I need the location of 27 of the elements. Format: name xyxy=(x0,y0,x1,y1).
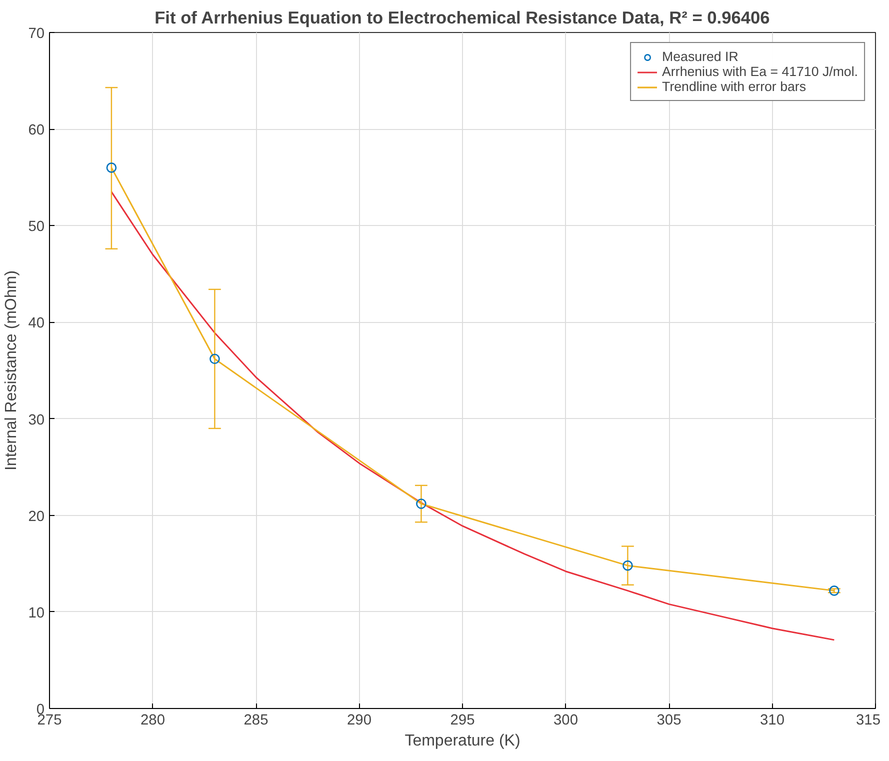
y-tick-label: 50 xyxy=(28,219,45,236)
point xyxy=(622,560,633,571)
x-tick-label: 300 xyxy=(554,712,578,728)
y-tick-label: 10 xyxy=(28,605,45,622)
point xyxy=(416,498,426,509)
y-tick-label: 60 xyxy=(28,122,45,139)
point xyxy=(106,162,117,173)
x-tick-label: 305 xyxy=(656,712,682,728)
y-tick-label: 30 xyxy=(28,412,45,428)
legend-label: Trendline with error bars xyxy=(662,79,806,94)
x-tick-label: 285 xyxy=(244,712,268,728)
x-tick-label: 315 xyxy=(856,712,881,728)
x-tick-label: 295 xyxy=(450,712,475,728)
y-tick-label: 40 xyxy=(28,316,45,332)
point xyxy=(829,586,840,596)
legend-label: Arrhenius with Ea = 41710 J/mol. xyxy=(662,64,858,79)
chart-title: Fit of Arrhenius Equation to Electrochemical Resistance Data, R² = 0.96406 xyxy=(154,8,770,28)
y-axis-title: Internal Resistance (mOhm) xyxy=(3,270,20,471)
legend-label: Measured IR xyxy=(662,49,738,64)
x-axis-title: Temperature (K) xyxy=(404,732,520,750)
y-tick-label: 70 xyxy=(28,26,45,42)
point xyxy=(210,354,220,364)
line-series xyxy=(110,191,835,641)
y-tick-label: 20 xyxy=(28,508,45,525)
x-tick-label: 280 xyxy=(140,712,165,728)
x-tick-label: 310 xyxy=(760,712,784,728)
x-tick-label: 290 xyxy=(347,712,372,728)
